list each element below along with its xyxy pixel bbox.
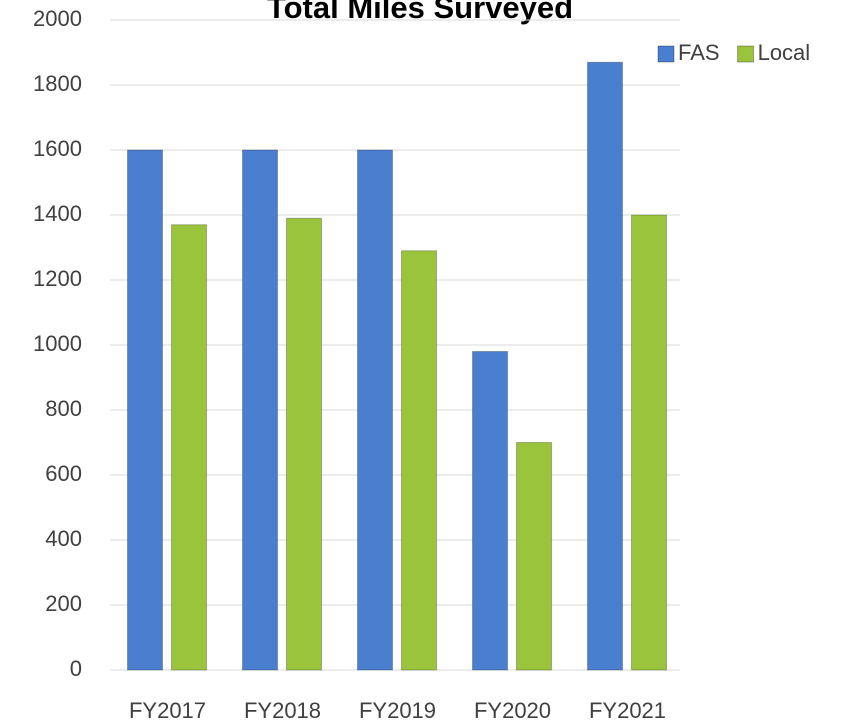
x-tick-label: FY2018 bbox=[244, 698, 321, 723]
y-tick-label: 1800 bbox=[33, 71, 82, 96]
y-tick-label: 0 bbox=[70, 656, 82, 681]
y-tick-label: 600 bbox=[45, 461, 82, 486]
bar bbox=[631, 214, 667, 671]
legend-label: Local bbox=[758, 40, 811, 65]
bar bbox=[127, 149, 163, 671]
bar bbox=[516, 442, 552, 671]
y-tick-label: 200 bbox=[45, 591, 82, 616]
bar bbox=[242, 149, 278, 671]
y-tick-label: 400 bbox=[45, 526, 82, 551]
x-tick-label: FY2020 bbox=[474, 698, 551, 723]
x-tick-label: FY2017 bbox=[129, 698, 206, 723]
chart-title: Total Miles Surveyed bbox=[267, 0, 573, 25]
y-tick-label: 1200 bbox=[33, 266, 82, 291]
bar bbox=[171, 224, 207, 671]
legend-swatch bbox=[737, 45, 755, 63]
legend-swatch bbox=[657, 45, 675, 63]
y-tick-label: 1000 bbox=[33, 331, 82, 356]
bar bbox=[401, 250, 437, 671]
y-tick-label: 1400 bbox=[33, 201, 82, 226]
x-tick-label: FY2019 bbox=[359, 698, 436, 723]
bar bbox=[587, 61, 623, 671]
y-tick-label: 1600 bbox=[33, 136, 82, 161]
bar bbox=[472, 351, 508, 671]
bar bbox=[286, 217, 322, 671]
y-tick-label: 800 bbox=[45, 396, 82, 421]
y-tick-label: 2000 bbox=[33, 6, 82, 31]
bar bbox=[357, 149, 393, 671]
legend-label: FAS bbox=[678, 40, 720, 65]
x-tick-label: FY2021 bbox=[589, 698, 666, 723]
